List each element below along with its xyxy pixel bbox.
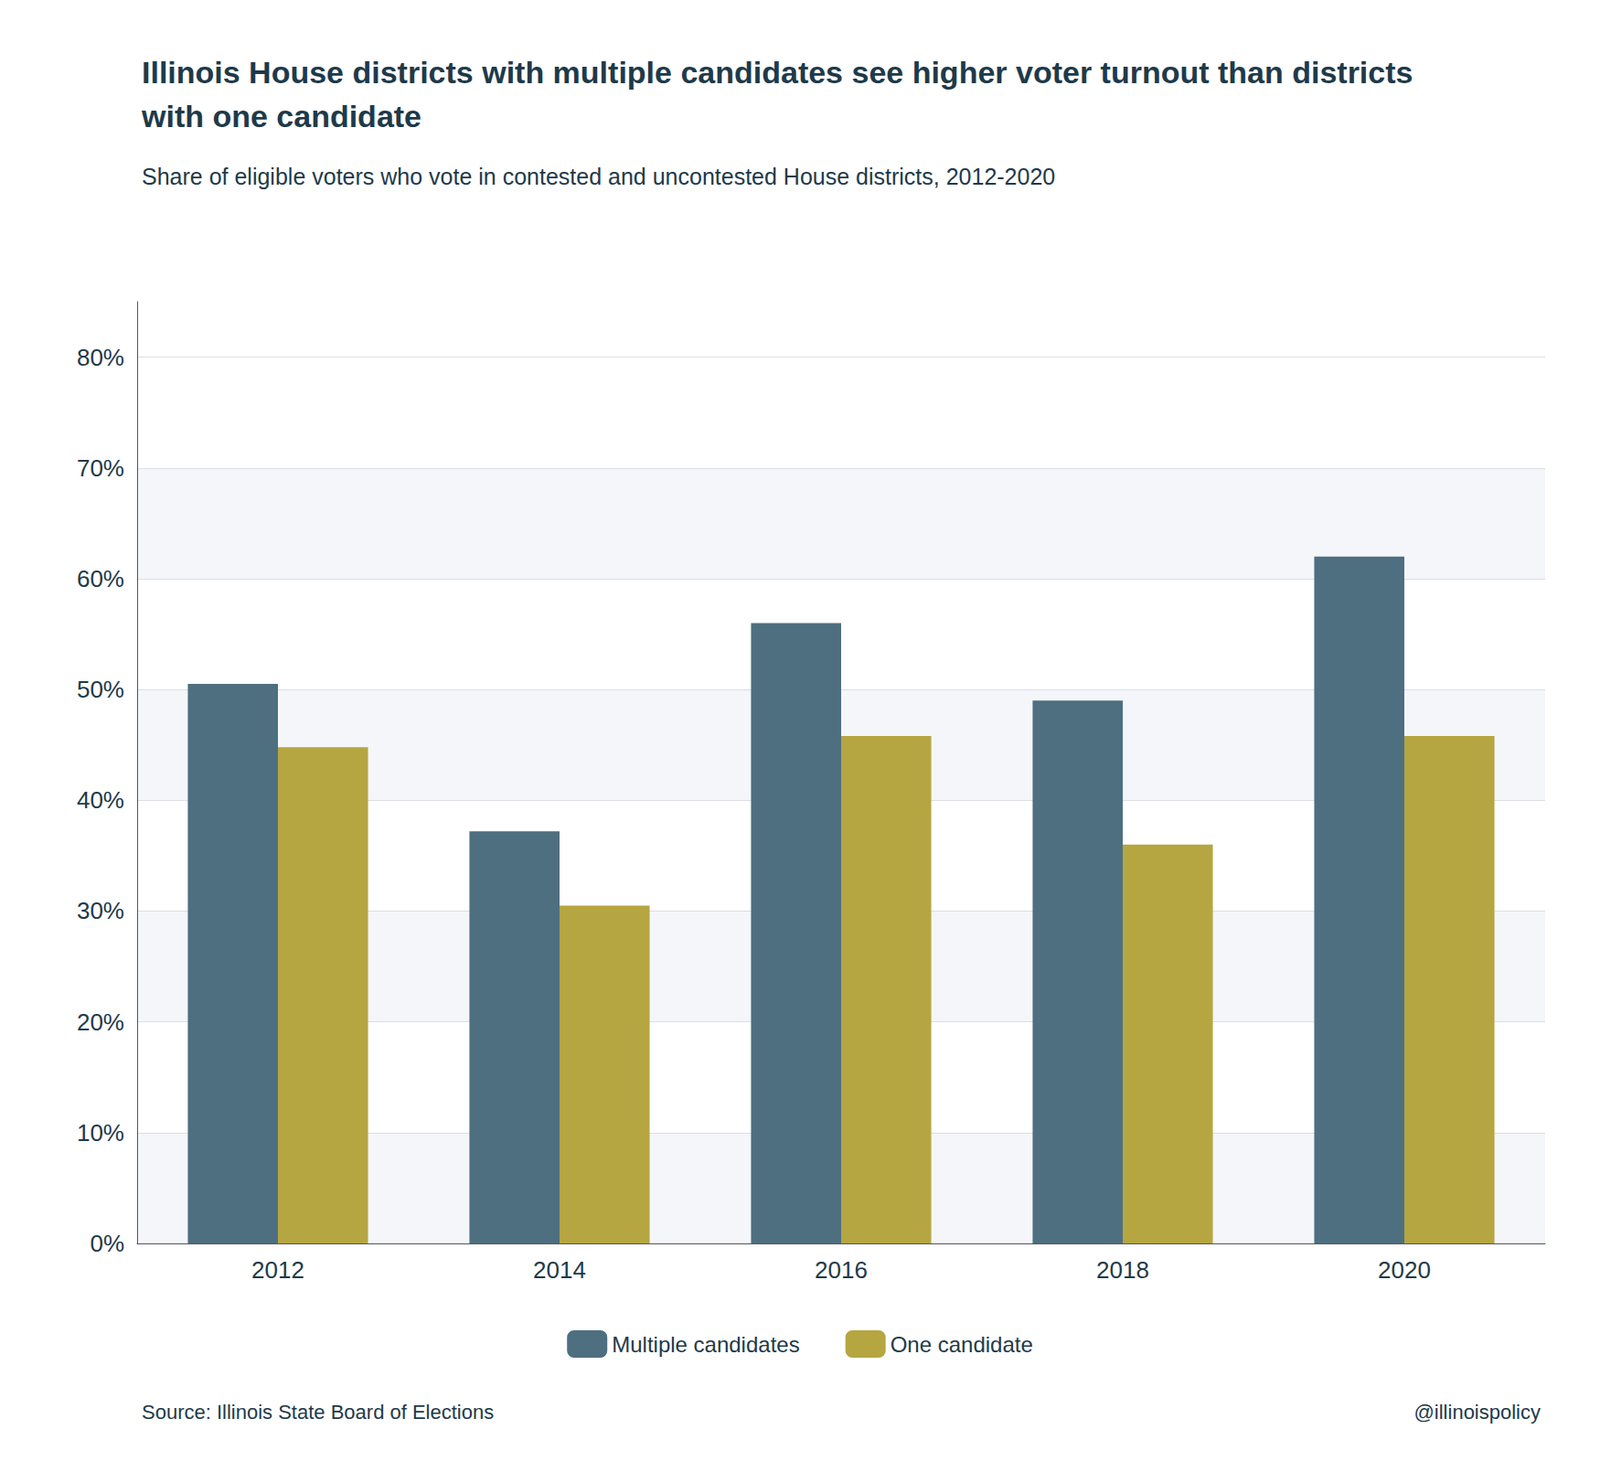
svg-text:70%: 70%	[76, 454, 125, 482]
svg-text:Share of eligible voters who v: Share of eligible voters who vote in con…	[141, 163, 1056, 190]
svg-text:0%: 0%	[89, 1229, 125, 1258]
svg-text:10%: 10%	[76, 1119, 125, 1147]
svg-text:30%: 30%	[76, 896, 125, 925]
svg-text:40%: 40%	[76, 786, 125, 814]
svg-text:Illinois House districts with: Illinois House districts with multiple c…	[141, 54, 1422, 90]
svg-text:with one candidate: with one candidate	[140, 98, 422, 134]
svg-text:20%: 20%	[76, 1008, 125, 1036]
svg-text:2012: 2012	[251, 1256, 305, 1284]
svg-text:Source: Illinois State Board o: Source: Illinois State Board of Election…	[141, 1400, 494, 1424]
svg-text:60%: 60%	[76, 565, 125, 593]
svg-text:Multiple candidates: Multiple candidates	[611, 1332, 800, 1357]
svg-text:One candidate: One candidate	[890, 1332, 1034, 1357]
svg-text:2014: 2014	[533, 1256, 587, 1284]
svg-text:2016: 2016	[814, 1256, 868, 1284]
svg-text:2020: 2020	[1377, 1256, 1431, 1284]
svg-text:50%: 50%	[76, 675, 125, 704]
svg-text:@illinoispolicy: @illinoispolicy	[1414, 1400, 1542, 1424]
svg-text:80%: 80%	[76, 343, 125, 372]
svg-text:2018: 2018	[1096, 1256, 1150, 1284]
